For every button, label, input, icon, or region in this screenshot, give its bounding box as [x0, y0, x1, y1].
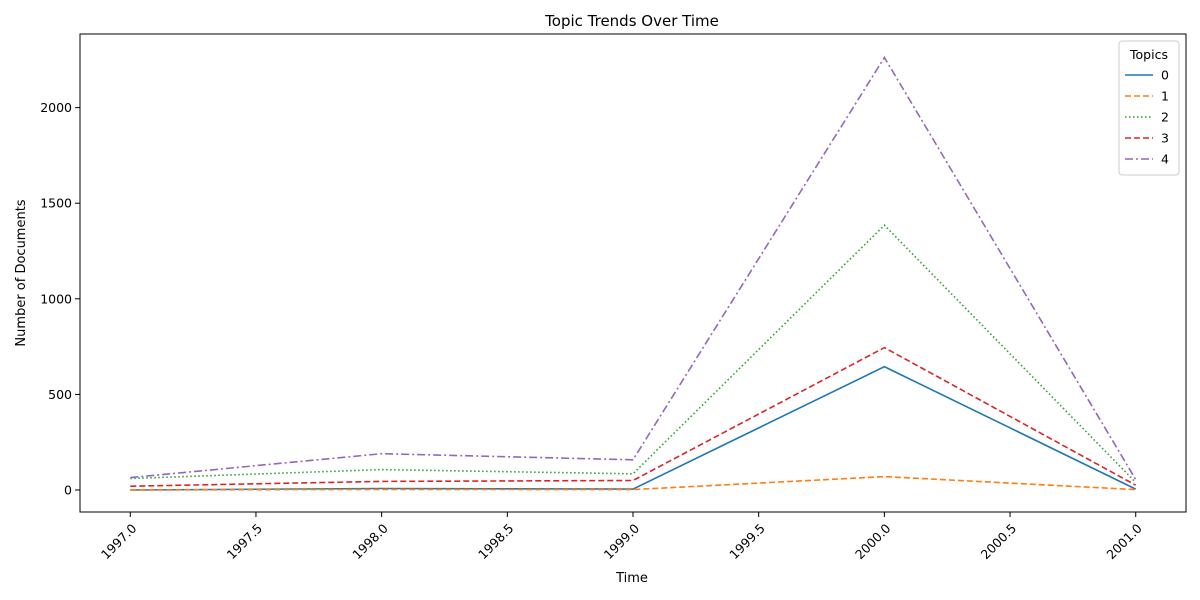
y-tick-label: 0	[64, 483, 72, 498]
series-line-0	[130, 365, 1137, 491]
series-line-2	[130, 224, 1137, 483]
chart-title: Topic Trends Over Time	[544, 12, 719, 30]
legend-label-0: 0	[1161, 68, 1169, 83]
series-line-3	[130, 346, 1137, 487]
x-tick-label: 2000.0	[852, 521, 894, 563]
series-line-4	[130, 55, 1137, 480]
legend-label-2: 2	[1161, 110, 1169, 125]
legend-title: Topics	[1129, 47, 1168, 62]
legend-label-4: 4	[1161, 152, 1169, 167]
y-axis-label: Number of Documents	[14, 199, 29, 346]
legend-label-1: 1	[1161, 89, 1169, 104]
y-tick-label: 1000	[40, 291, 72, 306]
x-tick-label: 2000.5	[978, 521, 1020, 563]
x-tick-label: 1998.5	[475, 521, 517, 563]
x-axis: 1997.0 1997.5 1998.0 1998.5 1999.0 1999.5 2000…	[98, 512, 1145, 562]
legend-label-3: 3	[1161, 131, 1169, 146]
x-tick-label: 1998.0	[349, 521, 391, 563]
y-tick-label: 1500	[40, 196, 72, 211]
y-tick-label: 500	[48, 387, 72, 402]
x-tick-label: 1999.5	[726, 521, 768, 563]
series-layer	[130, 55, 1137, 491]
x-axis-label: Time	[615, 571, 648, 586]
legend: Topics 0 1 2 3 4	[1118, 40, 1180, 176]
y-axis: 0 500 1000 1500 2000	[40, 100, 80, 498]
x-tick-label: 2001.0	[1103, 521, 1145, 563]
x-tick-label: 1997.0	[98, 521, 140, 563]
plot-area	[79, 33, 1187, 513]
x-tick-label: 1999.0	[601, 521, 643, 563]
series-line-1	[130, 475, 1136, 491]
plot-frame	[79, 33, 1187, 513]
x-tick-label: 1997.5	[224, 521, 266, 563]
y-tick-label: 2000	[40, 100, 72, 115]
